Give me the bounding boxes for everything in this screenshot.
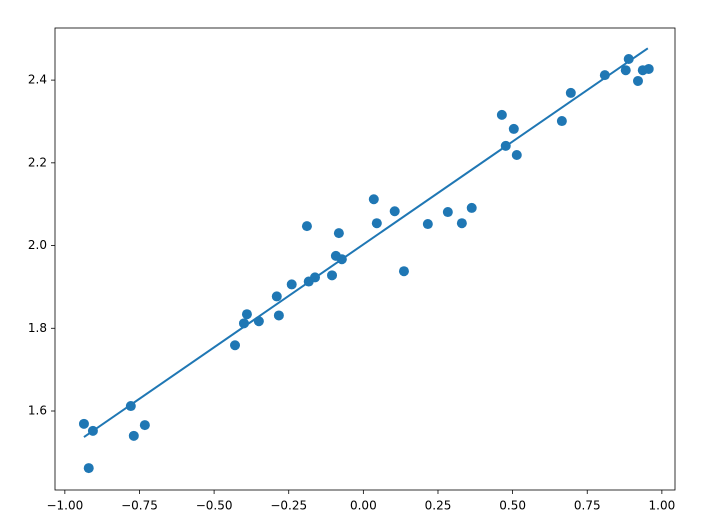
point — [273, 310, 284, 321]
point — [565, 87, 576, 98]
plot-frame — [54, 27, 676, 491]
point — [496, 109, 507, 120]
point — [128, 430, 139, 441]
fit-line — [83, 47, 649, 438]
y-tick-label: 1.8 — [28, 321, 47, 335]
point — [556, 116, 567, 127]
x-tick-label: 0.50 — [499, 499, 526, 513]
y-tick-label: 2.2 — [28, 155, 47, 169]
point — [286, 279, 297, 290]
point — [271, 291, 282, 302]
point — [632, 75, 643, 86]
point — [599, 70, 610, 81]
point — [230, 340, 240, 351]
point — [301, 221, 312, 232]
y-tick-label: 1.6 — [28, 404, 47, 418]
point — [508, 123, 519, 134]
point — [466, 202, 477, 213]
x-tick-label: −0.50 — [196, 499, 233, 513]
point — [623, 54, 634, 65]
point — [83, 463, 94, 474]
point — [371, 218, 382, 229]
y-tick-label: 2.0 — [28, 238, 47, 252]
point — [327, 270, 338, 281]
x-tick-label: −1.00 — [46, 499, 83, 513]
x-tick-label: −0.25 — [270, 499, 307, 513]
x-tick-label: −0.75 — [121, 499, 158, 513]
x-tick-label: 0.75 — [574, 499, 601, 513]
point — [643, 63, 654, 74]
point — [398, 266, 409, 277]
point — [456, 218, 467, 229]
point — [511, 149, 522, 160]
point — [442, 207, 453, 218]
x-tick-label: 0.00 — [350, 499, 377, 513]
point — [620, 65, 631, 76]
point — [422, 219, 433, 230]
point — [368, 194, 379, 205]
point — [241, 309, 252, 320]
point — [389, 206, 400, 217]
y-tick-label: 2.4 — [28, 73, 47, 87]
point — [333, 228, 344, 239]
x-tick-label: 1.00 — [649, 499, 676, 513]
x-tick-label: 0.25 — [425, 499, 452, 513]
point — [78, 418, 89, 429]
point — [139, 420, 150, 431]
